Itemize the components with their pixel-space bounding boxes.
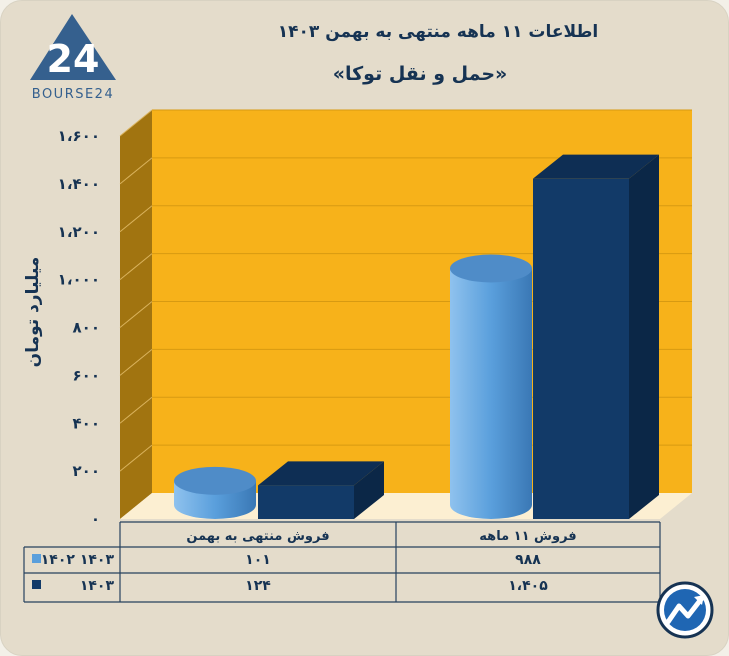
bar-1403-box-top	[258, 461, 384, 486]
table-category-header: فروش ۱۱ ماهه	[479, 529, 576, 544]
table-cell-value: ۹۸۸	[515, 552, 541, 568]
bar-1403-box-front	[533, 178, 629, 519]
y-tick-label: ۱،۴۰۰	[58, 175, 100, 193]
y-tick-label: ۱،۲۰۰	[58, 223, 100, 241]
bars-group	[174, 154, 659, 519]
y-axis: ۰ ۲۰۰ ۴۰۰ ۶۰۰ ۸۰۰ ۱،۰۰۰ ۱،۲۰۰ ۱،۴۰۰ ۱،۶۰۰	[58, 127, 100, 528]
bourse24-logo: 24 BOURSE24	[30, 14, 116, 102]
logo-symbol: 24	[47, 37, 100, 81]
y-axis-label: میلیارد تومان	[23, 257, 43, 368]
table-cell-value: ۱۰۱	[245, 552, 271, 568]
table-cell-value: ۱،۴۰۵	[508, 578, 548, 594]
legend-series-name: ۱۴۰۲ ۱۴۰۳	[41, 552, 115, 568]
table-cell-value: ۱۲۴	[245, 578, 271, 594]
trend-arrow-icon	[656, 581, 714, 639]
bar-1403-box-front	[258, 485, 354, 519]
legend-series-name: ۱۴۰۳	[80, 578, 115, 594]
y-tick-label: ۶۰۰	[73, 366, 100, 384]
data-table: فروش منتهی به بهمن فروش ۱۱ ماهه ۱۴۰۲ ۱۴۰۳ ۱…	[23, 521, 661, 603]
logo-text: BOURSE24	[32, 87, 114, 102]
grid-line-side	[119, 396, 153, 424]
y-tick-label: ۱،۰۰۰	[58, 271, 100, 289]
bar-1403-box-side	[354, 461, 384, 519]
grid-line-side	[119, 205, 153, 233]
table-category-header: فروش منتهی به بهمن	[186, 529, 329, 544]
bar-1402-cylinder-top	[450, 254, 532, 283]
y-tick-label: ۸۰۰	[73, 319, 100, 337]
legend-swatch	[32, 554, 41, 563]
bar-1402-cylinder-body	[450, 268, 532, 519]
chart-subtitle: «حمل و نقل توکا»	[333, 63, 508, 85]
legend-swatch	[32, 580, 41, 589]
y-tick-label: ۲۰۰	[73, 462, 100, 480]
chart-title: اطلاعات ۱۱ ماهه منتهی به بهمن ۱۴۰۳	[278, 22, 598, 42]
y-tick-label: ۱،۶۰۰	[58, 127, 100, 145]
y-tick-label: ۴۰۰	[73, 414, 100, 432]
y-tick-label: ۰	[91, 510, 100, 528]
bar-1402-cylinder-top	[174, 466, 256, 495]
grid-line-side	[119, 348, 153, 376]
grid-line-side	[119, 253, 153, 281]
grid-line-side	[119, 444, 153, 472]
bar-1403-box-top	[533, 154, 659, 179]
grid-line-side	[119, 109, 153, 137]
logo-triangle	[30, 14, 116, 80]
grid-line-side	[119, 301, 153, 328]
bar-1403-box-side	[629, 154, 659, 519]
grid-line-side	[119, 157, 153, 185]
